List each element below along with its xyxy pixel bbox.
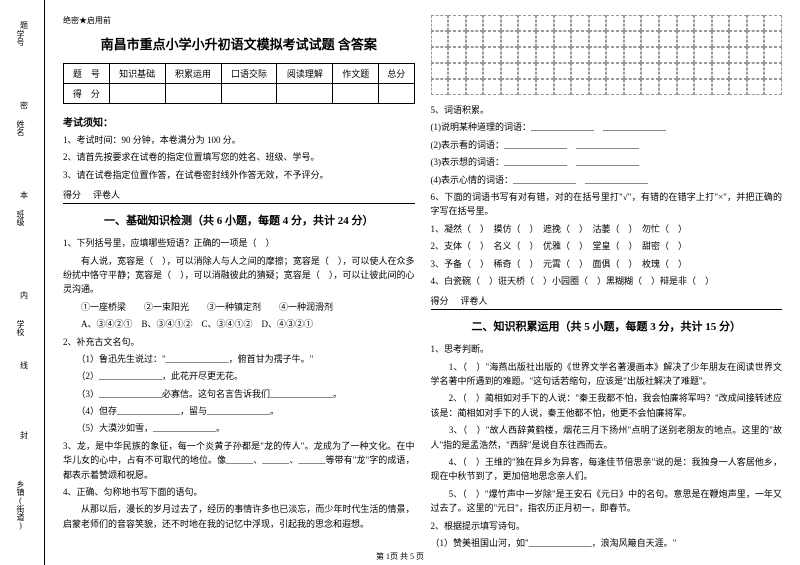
margin-cut-3: 内	[20, 290, 28, 301]
margin-cut-1: 密	[20, 100, 28, 111]
q2-b: （2）______________，此花开尽更无花。	[63, 369, 415, 383]
q3-stem: 3、龙，是中华民族的象征，每一个炎黄子孙都是"龙的传人"。龙成为了一种文化。在中…	[63, 439, 415, 482]
p2q1-d: 4、（ ）王维的"独在异乡为异客，每逢佳节倍思亲"说的是：我独身一人客居他乡，现…	[431, 455, 783, 484]
p2q2-a: （1）赞美祖国山河，如"______________，浪淘风簸自天涯。"	[431, 536, 783, 550]
q1-opts: ①一座桥梁 ②一束阳光 ③一种镇定剂 ④一种润滑剂	[63, 300, 415, 314]
q6-stem: 6、下面的词语书写有对有错，对的在括号里打"√"，有错的在错字上打"×"，并把正…	[431, 190, 783, 219]
margin-label-name: 姓名	[15, 120, 26, 136]
margin-cut-4: 线	[20, 360, 28, 371]
grader-label: 评卷人	[93, 188, 120, 201]
th-1: 知识基础	[109, 64, 165, 84]
th-4: 阅读理解	[277, 64, 333, 84]
q2-e: （5）大漠沙如雪，______________。	[63, 421, 415, 435]
page-footer: 第 1页 共 5 页	[0, 551, 800, 562]
td-5[interactable]	[333, 84, 379, 104]
margin-cut-0: 题	[20, 20, 28, 31]
p2q1-a: 1、（ ）"海燕出版社出版的《世界文学名著漫画本》解决了少年朋友在阅读世界文学名…	[431, 360, 783, 389]
q2-a: （1）鲁迅先生说过："______________，俯首甘为孺子牛。"	[63, 352, 415, 366]
td-4[interactable]	[277, 84, 333, 104]
section1-heading: 一、基础知识检测（共 6 小题，每题 4 分，共计 24 分）	[63, 212, 415, 228]
q5-d: (4)表示心情的词语：______________ ______________	[431, 173, 783, 187]
score-label: 得分	[63, 188, 81, 201]
p2q1-stem: 1、思考判断。	[431, 342, 783, 356]
notice-heading: 考试须知：	[63, 114, 415, 129]
writing-grid[interactable]	[431, 15, 783, 95]
margin-label-id: 学号	[15, 30, 26, 46]
th-5: 作文题	[333, 64, 379, 84]
scorer-row-2: 得分 评卷人	[431, 292, 783, 310]
th-2: 积累运用	[165, 64, 221, 84]
column-left: 绝密★启用前 南昌市重点小学小升初语文模拟考试试题 含答案 题 号 知识基础 积…	[55, 15, 423, 560]
grader-label-2: 评卷人	[461, 294, 488, 307]
q2-d: （4）但存______________，留与______________。	[63, 404, 415, 418]
margin-label-town: 乡镇(街道)	[15, 480, 26, 530]
secret-header: 绝密★启用前	[63, 15, 415, 26]
exam-title: 南昌市重点小学小升初语文模拟考试试题 含答案	[63, 34, 415, 53]
score-label-2: 得分	[431, 294, 449, 307]
q6-l2: 2、支体（ ） 名义（ ） 优雅（ ） 堂皇（ ） 甜密（ ）	[431, 239, 783, 253]
td-6[interactable]	[379, 84, 414, 104]
th-3: 口语交际	[221, 64, 277, 84]
margin-label-school: 学校	[15, 320, 26, 336]
q5-stem: 5、词语积累。	[431, 103, 783, 117]
q1-stem: 1、下列括号里，应填哪些短语？正确的一项是（ ）	[63, 236, 415, 250]
q5-a: (1)说明某种道理的词语：______________ ____________…	[431, 120, 783, 134]
q1-body: 有人说，宽容是（ ），可以消除人与人之间的摩擦；宽容是（ ），可以使人在众多纷扰…	[63, 254, 415, 297]
q4-body: 从那以后，漫长的岁月过去了，经历的事情许多也已淡忘，而少年时代生活的情景，启蒙老…	[63, 502, 415, 531]
margin-cut-5: 封	[20, 430, 28, 441]
q1-ans: A、③④②① B、③④①② C、③④①② D、④③②①	[63, 317, 415, 331]
p2q1-e: 5、（ ）"爆竹声中一岁除"是王安石《元日》中的名句。意思是在鞭炮声里，一年又过…	[431, 487, 783, 516]
q6-l4: 4、白瓷碗（ ）诳天桥（ ）小园圈（ ）黑糊糊（ ）辩是非（ ）	[431, 274, 783, 288]
p2q1-c: 3、（ ）"故人西辞黄鹤楼，烟花三月下扬州"点明了送别老朋友的地点。这里的"故人…	[431, 423, 783, 452]
binding-margin: 学号 姓名 班级 学校 乡镇(街道) 题 密 本 内 线 封	[0, 0, 45, 565]
q4-stem: 4、正确、匀称地书写下面的语句。	[63, 485, 415, 499]
q2-stem: 2、补充古文名句。	[63, 335, 415, 349]
column-right: 5、词语积累。 (1)说明某种道理的词语：______________ ____…	[423, 15, 791, 560]
notice-2: 2、请首先按要求在试卷的指定位置填写您的姓名、班级、学号。	[63, 150, 415, 164]
p2q2-stem: 2、根据提示填写诗句。	[431, 519, 783, 533]
th-0: 题 号	[64, 64, 110, 84]
notice-3: 3、请在试卷指定位置作答，在试卷密封线外作答无效，不予评分。	[63, 168, 415, 182]
q6-l3: 3、予备（ ） 稀奇（ ） 元霄（ ） 面俱（ ） 枚瑰（ ）	[431, 257, 783, 271]
th-6: 总分	[379, 64, 414, 84]
margin-label-class: 班级	[15, 210, 26, 226]
score-table: 题 号 知识基础 积累运用 口语交际 阅读理解 作文题 总分 得 分	[63, 63, 415, 104]
q6-l1: 1、凝然（ ） 摸仿（ ） 遮挽（ ） 沽萎（ ） 勿忙（ ）	[431, 222, 783, 236]
td-0: 得 分	[64, 84, 110, 104]
notice-1: 1、考试时间：90 分钟，本卷满分为 100 分。	[63, 133, 415, 147]
section2-heading: 二、知识积累运用（共 5 小题，每题 3 分，共计 15 分）	[431, 318, 783, 334]
q5-b: (2)表示看的词语：______________ ______________	[431, 138, 783, 152]
td-2[interactable]	[165, 84, 221, 104]
p2q1-b: 2、（ ）蔺相如对手下的人说："秦王我都不怕，我会怕廉将军吗？"改成间接转述应该…	[431, 391, 783, 420]
scorer-row-1: 得分 评卷人	[63, 186, 415, 204]
td-1[interactable]	[109, 84, 165, 104]
q5-c: (3)表示想的词语：______________ ______________	[431, 155, 783, 169]
td-3[interactable]	[221, 84, 277, 104]
q2-c: （3）______________必寡信。这句名言告诉我们___________…	[63, 387, 415, 401]
margin-cut-2: 本	[20, 190, 28, 201]
